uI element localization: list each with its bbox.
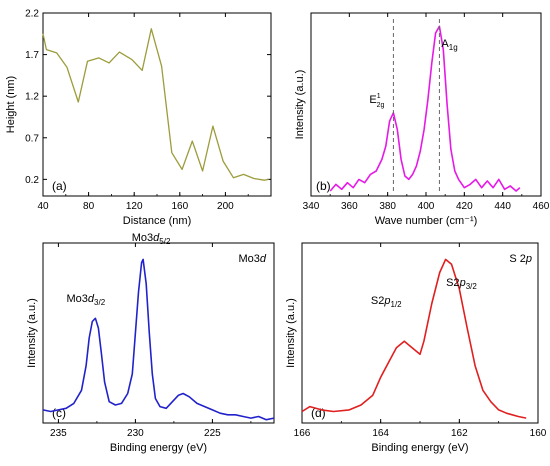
y-tick-label: 0.2 [25, 175, 39, 186]
peak-label: A1g [441, 38, 457, 52]
x-tick-label: 230 [127, 428, 144, 439]
y-axis-label: Intensity (a.u.) [26, 298, 38, 368]
x-axis-label: Wave number (cm⁻¹) [375, 215, 478, 227]
series-line [329, 25, 521, 192]
x-tick-label: 80 [83, 201, 95, 212]
y-tick-label: 1.7 [25, 50, 39, 61]
panel-title: Mo3d [238, 253, 266, 265]
x-axis-label: Binding energy (eV) [110, 442, 207, 454]
x-tick-label: 166 [294, 428, 311, 439]
x-axis-label: Distance (nm) [123, 215, 191, 227]
peak-label: E1 2g [369, 93, 384, 109]
x-tick-label: 460 [533, 201, 550, 212]
x-tick-label: 160 [171, 201, 188, 212]
y-tick-label: 0.7 [25, 133, 39, 144]
plot-frame [42, 12, 272, 197]
x-tick-label: 164 [372, 428, 389, 439]
x-tick-label: 40 [37, 201, 49, 212]
x-tick-label: 200 [217, 201, 234, 212]
panel-title: S 2p [509, 253, 532, 265]
plot-frame [310, 12, 542, 197]
y-tick-label: 2.2 [25, 9, 39, 20]
x-tick-label: 400 [418, 201, 435, 212]
y-axis-label: Height (nm) [5, 76, 17, 133]
series-line [301, 258, 527, 419]
x-tick-label: 162 [451, 428, 468, 439]
plot-frame [42, 242, 275, 424]
peak-label: Mo3d3/2 [66, 293, 105, 307]
plot-frame [301, 242, 539, 424]
peak-label: Mo3d5/2 [132, 232, 171, 246]
peak-label: S2p1/2 [371, 295, 402, 309]
y-axis-label: Intensity (a.u.) [285, 298, 297, 368]
x-tick-label: 160 [530, 428, 547, 439]
series-line [42, 28, 269, 181]
x-tick-label: 420 [456, 201, 473, 212]
panel-b: 340 360 380 400 420 440 460 Wave number (cm⁻¹) I… [294, 12, 550, 227]
panel-label: (a) [52, 179, 67, 193]
x-axis-label: Binding energy (eV) [371, 442, 468, 454]
x-tick-label: 380 [379, 201, 396, 212]
x-tick-label: 120 [126, 201, 143, 212]
x-tick-label: 340 [303, 201, 320, 212]
panel-a: 40 80 120 160 200 0.2 0.7 1.2 1.7 2.2 Distance (nm… [5, 9, 272, 227]
x-tick-label: 440 [494, 201, 511, 212]
x-tick-label: 235 [50, 428, 67, 439]
y-axis-label: Intensity (a.u.) [294, 70, 306, 140]
x-tick-label: 360 [341, 201, 358, 212]
y-tick-label: 1.2 [25, 92, 39, 103]
panel-label: (b) [316, 179, 331, 193]
panel-c: 235 230 225 Binding energy (eV) Intensity (a… [26, 232, 275, 454]
series-line [42, 258, 275, 421]
panel-d: 166 164 162 160 Binding energy (eV) Intensity… [285, 242, 547, 454]
peak-label: S2p3/2 [446, 277, 477, 291]
x-tick-label: 225 [204, 428, 221, 439]
